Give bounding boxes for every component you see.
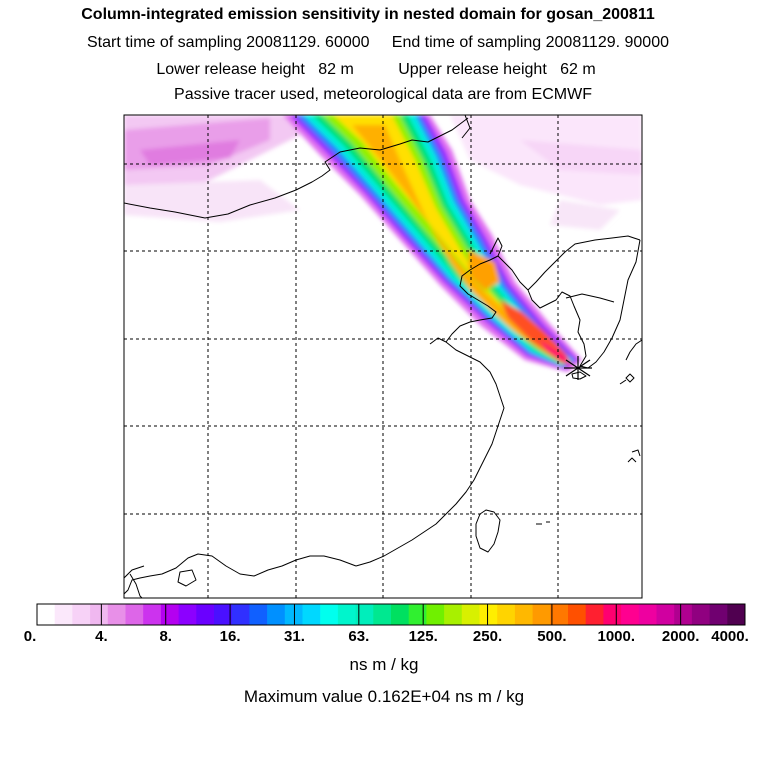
island-small-1 (625, 373, 635, 383)
colorbar-swatch (214, 604, 233, 625)
chart-title: Column-integrated emission sensitivity i… (81, 6, 655, 23)
colorbar-swatch (426, 604, 445, 625)
contour-medium-nw (140, 140, 240, 165)
background-sensitivity (124, 115, 642, 230)
contour-1000 (500, 300, 570, 362)
coast-bohai (445, 255, 529, 343)
release-site-marker (564, 356, 592, 380)
border-russia (461, 115, 471, 139)
grid (124, 115, 642, 598)
colorbar-swatch (497, 604, 516, 625)
contour-2000 (540, 340, 574, 366)
sampling-time-line: Start time of sampling 20081129. 60000 E… (86, 34, 669, 51)
border-sw (124, 565, 145, 579)
colorbar-tick-label: 4. (95, 628, 108, 645)
colorbar-swatch (107, 604, 126, 625)
colorbar-swatch (337, 604, 356, 625)
colorbar-tick-label: 1000. (597, 628, 636, 645)
coast-korea-east (579, 239, 641, 369)
colorbar-swatch (54, 604, 73, 625)
colorbar-swatch (249, 604, 268, 625)
colorbar-tick-label: 4000. (711, 628, 749, 645)
colorbar-tick-label: 31. (284, 628, 305, 645)
colorbar (36, 603, 746, 626)
coast-liaodong (489, 237, 503, 257)
colorbar-swatch (621, 604, 640, 625)
coastlines (124, 115, 642, 598)
contour-faint-ne2 (520, 140, 642, 175)
colorbar-swatch (231, 604, 250, 625)
colorbar-swatch (603, 604, 622, 625)
island-taiwan (475, 509, 501, 553)
colorbar-swatch (691, 604, 710, 625)
colorbar-swatch (373, 604, 392, 625)
island-hainan (177, 569, 197, 587)
colorbar-swatch (514, 604, 533, 625)
colorbar-swatch (585, 604, 604, 625)
colorbar-frame (36, 603, 746, 626)
contour-500 (352, 125, 560, 362)
contour-500-patch (468, 250, 500, 290)
plume (283, 115, 582, 372)
island-small-3 (631, 449, 641, 457)
colorbar-swatch (302, 604, 321, 625)
contour-faint-west (124, 180, 300, 222)
model-info-line: Passive tracer used, meteorological data… (174, 86, 592, 103)
colorbar-swatch (532, 604, 551, 625)
colorbar-swatch (444, 604, 463, 625)
colorbar-swatch (72, 604, 91, 625)
coast-korea-west (527, 289, 587, 367)
border-north-korea (527, 235, 641, 291)
colorbar-swatch (355, 604, 374, 625)
colorbar-swatch (196, 604, 215, 625)
colorbar-tick-label: 63. (348, 628, 370, 645)
release-height-line: Lower release height 82 m Upper release … (156, 61, 596, 78)
colorbar-swatch (320, 604, 339, 625)
contour-faint-east (550, 200, 620, 230)
colorbar-swatch (267, 604, 286, 625)
colorbar-swatch (90, 604, 109, 625)
coast-china-south (124, 553, 357, 595)
colorbar-tick-label: 0. (23, 628, 37, 645)
colorbar-swatch (638, 604, 657, 625)
colorbar-swatch (479, 604, 498, 625)
colorbar-swatch (568, 604, 587, 625)
island-jeju (571, 371, 587, 380)
colorbar-swatch (391, 604, 410, 625)
maximum-value: Maximum value 0.162E+04 ns m / kg (243, 687, 525, 706)
colorbar-swatch (178, 604, 197, 625)
colorbar-tick-label: 8. (159, 628, 172, 645)
colorbar-swatch (160, 604, 179, 625)
coast-shandong (429, 337, 447, 345)
colorbar-swatch (37, 604, 56, 625)
coast-china-east (355, 341, 505, 567)
colorbar-swatch (461, 604, 480, 625)
coast-japan-2 (619, 379, 627, 385)
colorbar-swatch (709, 604, 728, 625)
sensitivity-field (124, 115, 642, 598)
colorbar-tick-label: 2000. (661, 628, 700, 645)
colorbar-tick-label: 125. (408, 628, 438, 645)
colorbar-swatch (674, 604, 693, 625)
contour-250 (333, 115, 567, 363)
island-small-2 (627, 457, 637, 463)
colorbar-swatch (143, 604, 162, 625)
coast-vietnam (129, 573, 143, 598)
contour-faint-ne (450, 115, 642, 205)
colorbar-tick-label: 500. (537, 628, 567, 645)
map-frame (123, 114, 643, 599)
colorbar-swatch (727, 604, 746, 625)
border-mongolia (124, 117, 469, 219)
colorbar-swatch (125, 604, 144, 625)
colorbar-units: ns m / kg (349, 655, 419, 674)
colorbar-swatch (656, 604, 675, 625)
colorbar-swatch (284, 604, 303, 625)
colorbar-swatch (550, 604, 569, 625)
colorbar-swatch (408, 604, 427, 625)
coast-japan (625, 339, 642, 361)
colorbar-tick-label: 16. (219, 628, 241, 645)
colorbar-tick-label: 250. (472, 628, 503, 645)
border-dmz (565, 293, 615, 303)
